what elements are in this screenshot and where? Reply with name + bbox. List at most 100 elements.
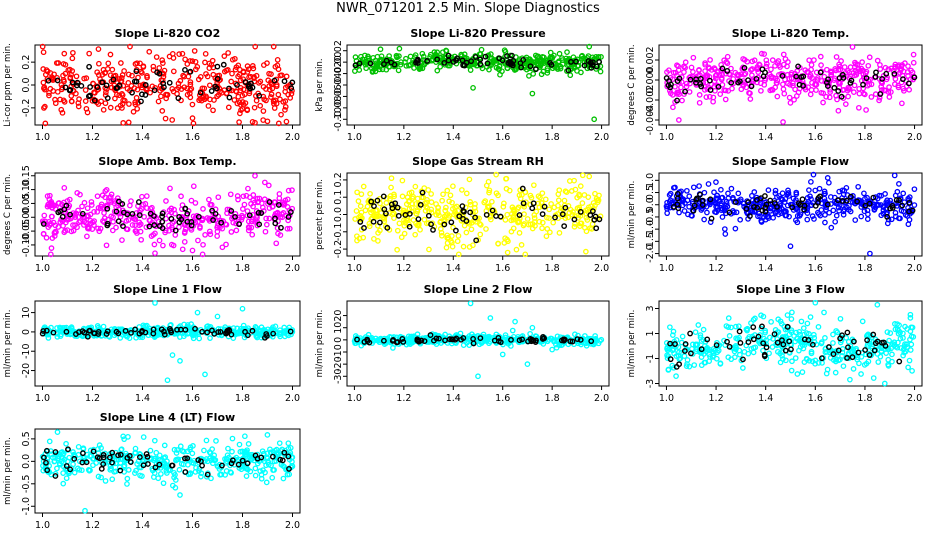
- data-point: [235, 73, 241, 80]
- reference-point: [380, 193, 387, 200]
- data-point: [835, 107, 842, 114]
- data-point: [435, 204, 441, 211]
- data-point: [910, 51, 917, 58]
- data-point: [368, 65, 375, 72]
- data-point: [846, 86, 853, 92]
- data-point: [840, 363, 847, 370]
- data-point: [206, 82, 213, 89]
- data-point: [780, 86, 787, 92]
- reference-point: [142, 92, 149, 98]
- data-point: [257, 102, 264, 109]
- data-point: [851, 82, 858, 89]
- data-point: [399, 177, 406, 184]
- data-point: [114, 105, 121, 111]
- data-point: [70, 87, 76, 94]
- data-point: [413, 210, 420, 217]
- data-point: [811, 216, 817, 222]
- x-tick-label: 1.4: [446, 393, 461, 404]
- reference-point: [750, 324, 757, 331]
- data-point: [443, 204, 449, 211]
- data-point: [191, 48, 198, 54]
- data-point: [696, 67, 702, 74]
- data-point: [207, 96, 213, 103]
- reference-point: [367, 60, 374, 67]
- data-point: [75, 103, 82, 110]
- data-point: [230, 219, 237, 226]
- data-point: [509, 327, 516, 334]
- data-point: [785, 190, 792, 196]
- reference-point: [57, 208, 63, 215]
- y-tick-label: -0.1: [333, 223, 344, 242]
- outlier-point: [127, 43, 133, 50]
- reference-point: [843, 197, 850, 204]
- data-point: [564, 49, 570, 56]
- reference-point: [504, 53, 510, 59]
- reference-point: [596, 216, 603, 223]
- data-point: [859, 318, 866, 325]
- data-point: [503, 185, 510, 192]
- reference-point: [168, 215, 175, 222]
- data-point: [88, 202, 95, 208]
- reference-point: [826, 344, 832, 350]
- panel-title: Slope Gas Stream RH: [412, 155, 544, 168]
- reference-point: [172, 227, 179, 234]
- data-point: [782, 212, 789, 219]
- reference-point: [213, 85, 220, 92]
- data-point: [153, 327, 160, 333]
- data-point: [533, 59, 539, 65]
- data-point: [556, 50, 563, 57]
- reference-point: [906, 208, 912, 215]
- data-point: [513, 246, 520, 253]
- data-point: [721, 226, 728, 232]
- data-point: [682, 64, 688, 71]
- reference-point: [129, 210, 136, 217]
- reference-point: [468, 58, 475, 65]
- data-point: [140, 64, 147, 70]
- data-point: [138, 236, 145, 243]
- data-point: [240, 193, 247, 200]
- x-tick-label: 1.2: [396, 263, 411, 274]
- data-point: [159, 57, 166, 63]
- data-point: [440, 191, 446, 198]
- data-point: [485, 178, 492, 185]
- data-point: [747, 96, 754, 102]
- data-point: [262, 228, 269, 235]
- data-point: [179, 246, 186, 253]
- panel-title: Slope Li-820 Pressure: [410, 27, 545, 40]
- outlier-point: [586, 43, 593, 50]
- reference-point: [414, 56, 421, 63]
- data-point: [254, 199, 261, 206]
- reference-point: [430, 227, 436, 233]
- reference-point: [184, 218, 191, 225]
- reference-point: [428, 221, 434, 228]
- data-point: [502, 217, 509, 223]
- reference-point: [182, 66, 188, 73]
- data-point: [817, 53, 824, 60]
- y-axis-label: Li-cor ppm per min.: [3, 43, 13, 127]
- outlier-point: [177, 358, 183, 364]
- data-point: [889, 351, 895, 358]
- reference-point: [530, 200, 537, 207]
- data-point: [741, 71, 748, 78]
- reference-point: [441, 59, 448, 66]
- data-point: [140, 434, 147, 440]
- data-point: [454, 238, 461, 245]
- reference-point: [132, 326, 139, 333]
- data-point: [396, 45, 403, 52]
- data-point: [667, 324, 673, 331]
- data-point: [169, 117, 176, 123]
- reference-point: [209, 327, 215, 334]
- data-point: [355, 198, 362, 205]
- reference-point: [242, 79, 249, 85]
- reference-point: [278, 224, 284, 231]
- data-point: [121, 68, 127, 74]
- data-point: [244, 107, 251, 114]
- data-point: [804, 320, 811, 327]
- data-point: [577, 223, 583, 230]
- y-tick-label: 0.2: [21, 55, 32, 70]
- data-point: [687, 73, 694, 80]
- data-point: [472, 208, 479, 215]
- data-point: [432, 51, 439, 58]
- reference-point: [389, 205, 396, 212]
- data-point: [683, 83, 690, 90]
